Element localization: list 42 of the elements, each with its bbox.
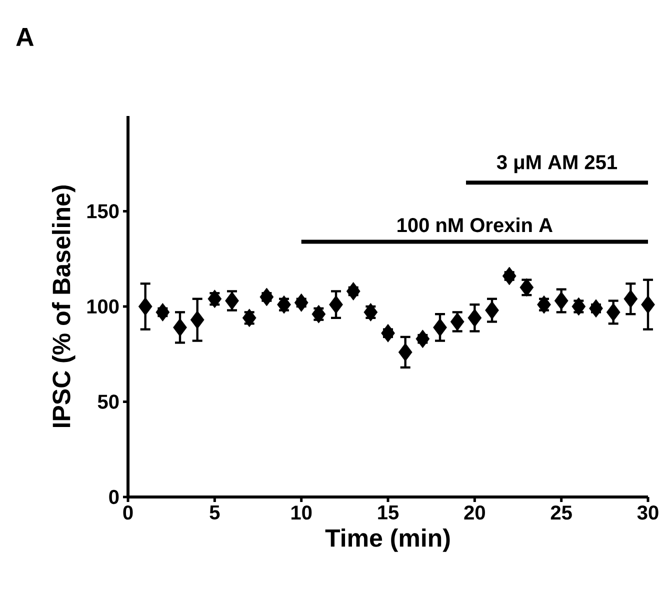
point bbox=[398, 343, 412, 362]
point bbox=[242, 308, 256, 328]
point bbox=[416, 330, 430, 348]
y-tick-label: 0 bbox=[109, 490, 119, 504]
x-tick-label: 10 bbox=[291, 506, 312, 520]
point bbox=[468, 308, 482, 328]
point bbox=[346, 282, 360, 300]
series-label: 3 μM AM 251 bbox=[496, 155, 618, 174]
point bbox=[606, 303, 620, 322]
y-tick-label: 150 bbox=[87, 204, 119, 218]
series-label: 100 nM Orexin A bbox=[398, 218, 552, 232]
x-tick-label: 20 bbox=[464, 506, 485, 520]
point bbox=[312, 304, 326, 324]
point bbox=[156, 303, 170, 322]
point bbox=[502, 266, 516, 286]
point bbox=[554, 292, 568, 310]
y-tick-label: 50 bbox=[98, 394, 119, 409]
x-axis-title: Time (min) bbox=[325, 528, 450, 552]
point bbox=[624, 290, 638, 308]
point bbox=[260, 288, 274, 306]
point bbox=[190, 310, 204, 330]
point bbox=[537, 295, 551, 314]
point bbox=[277, 295, 291, 314]
x-tick-label: 15 bbox=[378, 506, 399, 520]
point bbox=[329, 295, 343, 314]
x-tick-label: 5 bbox=[210, 506, 220, 520]
x-tick-label: 25 bbox=[550, 506, 572, 520]
point bbox=[294, 293, 308, 312]
chart-title: A bbox=[16, 28, 34, 46]
x-tick-label: 30 bbox=[637, 506, 658, 520]
point bbox=[138, 297, 152, 316]
x-tick-label: 0 bbox=[123, 506, 133, 520]
y-axis-title: IPSC (% of Baseline) bbox=[52, 186, 76, 428]
point bbox=[572, 297, 586, 316]
point bbox=[433, 318, 447, 337]
point bbox=[381, 324, 395, 342]
point bbox=[641, 295, 655, 314]
y-tick-label: 100 bbox=[87, 299, 119, 314]
point bbox=[173, 318, 187, 337]
point bbox=[589, 299, 603, 318]
point bbox=[485, 301, 499, 320]
point bbox=[208, 290, 222, 308]
